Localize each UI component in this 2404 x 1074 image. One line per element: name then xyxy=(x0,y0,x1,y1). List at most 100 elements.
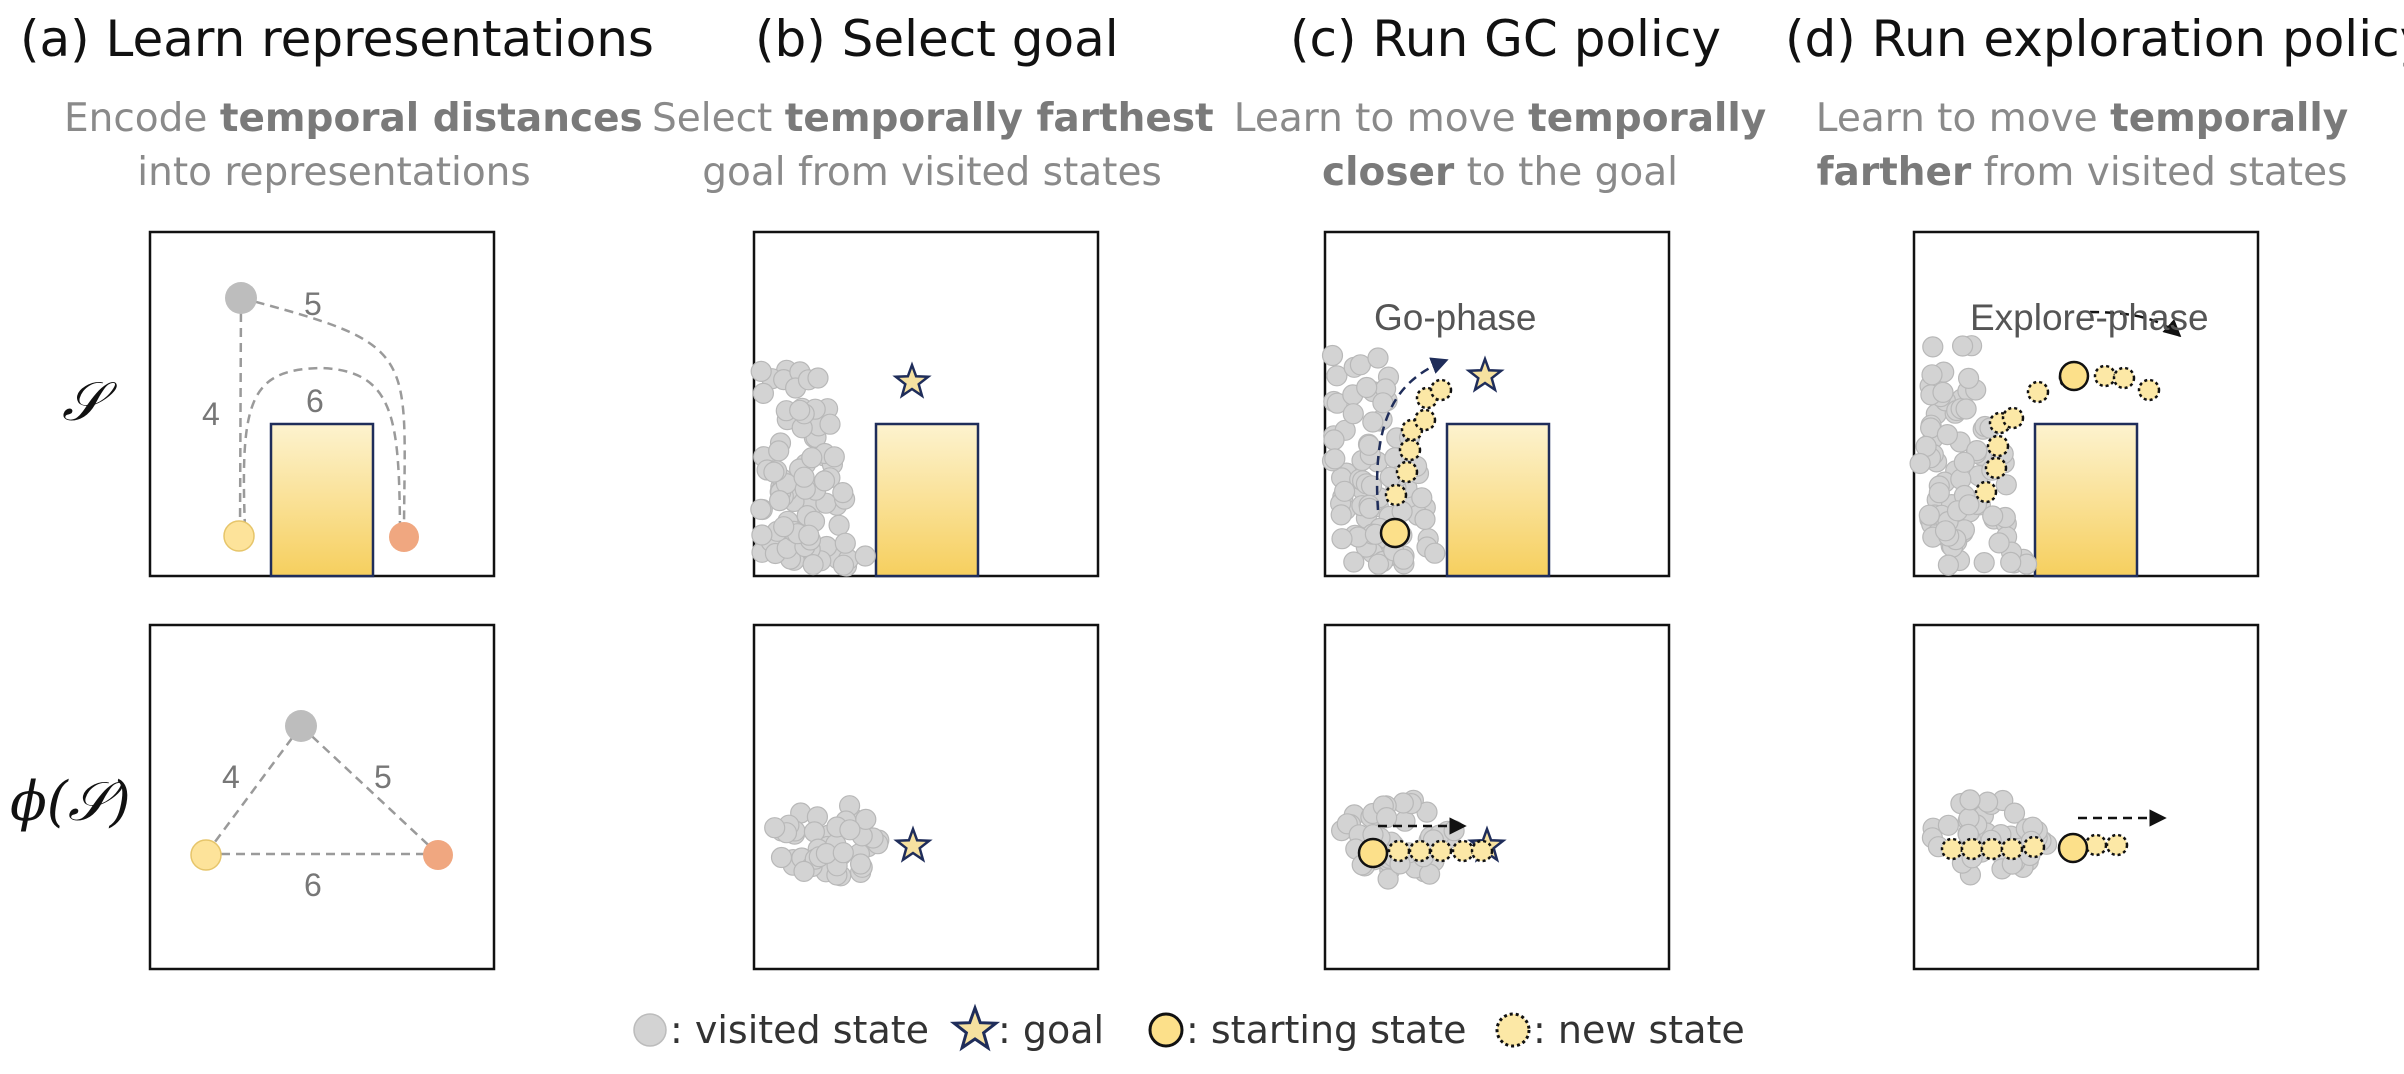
panel-c-subtitle: Learn to move temporally closer to the go… xyxy=(1233,96,1767,195)
legend-new-icon xyxy=(1495,1012,1531,1048)
visited-state xyxy=(752,382,775,404)
visited-state xyxy=(832,842,854,864)
panel-a-subtitle: Encode temporal distances into representa… xyxy=(64,96,643,195)
visited-state xyxy=(807,367,829,389)
visited-state xyxy=(1377,868,1399,890)
wall-b xyxy=(874,422,980,578)
visited-state xyxy=(1323,429,1345,451)
visited-state xyxy=(1333,480,1356,502)
visited-state xyxy=(750,498,772,520)
visited-state xyxy=(1411,487,1433,509)
wall-a xyxy=(269,422,375,578)
visited-state xyxy=(770,846,793,869)
visited-state xyxy=(1360,475,1383,497)
rep-yellow-a xyxy=(190,839,222,871)
visited-state xyxy=(1321,344,1344,367)
visited-state xyxy=(1922,336,1944,358)
visited-state xyxy=(1375,806,1398,829)
new-state xyxy=(2000,837,2024,861)
legend: : visited state : goal : starting state … xyxy=(633,1003,1745,1052)
state-gray-a xyxy=(225,282,257,314)
visited-state xyxy=(1424,542,1446,564)
visited-state xyxy=(854,545,876,567)
dist-label-bottom-6: 6 xyxy=(304,867,322,903)
new-state xyxy=(1974,480,1998,504)
visited-state xyxy=(1392,548,1415,570)
visited-state xyxy=(789,399,811,421)
legend-start-icon xyxy=(1148,1012,1184,1048)
goal-star-icon xyxy=(893,825,933,863)
visited-state xyxy=(1951,335,1974,357)
new-state xyxy=(1980,837,2004,861)
visited-state xyxy=(773,516,795,538)
visited-state xyxy=(1356,376,1378,399)
visited-state xyxy=(855,808,877,831)
panel-c-title: (c) Run GC policy xyxy=(1290,10,1721,68)
visited-state xyxy=(1936,424,1959,446)
visited-state xyxy=(2003,802,2026,824)
visited-state xyxy=(798,524,820,546)
visited-state xyxy=(793,860,815,883)
dist-label-top-6: 6 xyxy=(306,383,324,419)
visited-state xyxy=(1330,504,1352,526)
new-state xyxy=(1384,483,1408,507)
panel-b-subtitle: Select temporally farthest goal from visi… xyxy=(652,96,1214,195)
visited-state xyxy=(1324,448,1346,470)
visited-state xyxy=(1958,494,1980,516)
new-state xyxy=(2001,406,2025,430)
visited-state xyxy=(1937,554,1960,576)
go-phase-label: Go-phase xyxy=(1374,297,1537,338)
visited-state xyxy=(1443,820,1465,842)
new-state xyxy=(2105,833,2129,857)
new-state xyxy=(1398,438,1422,462)
explore-phase-label: Explore-phase xyxy=(1970,297,2209,338)
visited-state xyxy=(1932,381,1954,403)
new-state xyxy=(1395,460,1419,484)
visited-state xyxy=(751,524,773,546)
wall-c xyxy=(1445,422,1551,578)
legend-goal-label: : goal xyxy=(998,1008,1104,1052)
visited-state xyxy=(1957,367,1980,389)
visited-state xyxy=(803,821,826,843)
rep-gray-a xyxy=(285,710,317,742)
new-state xyxy=(1470,839,1494,863)
visited-state xyxy=(823,446,845,468)
visited-state xyxy=(1937,814,1960,836)
visited-state xyxy=(1918,504,1940,526)
visited-state xyxy=(768,490,791,512)
visited-state xyxy=(1995,474,2017,496)
starting-state xyxy=(2057,832,2089,864)
visited-state xyxy=(1367,553,1390,575)
visited-state xyxy=(1342,403,1364,425)
visited-state xyxy=(1349,354,1372,376)
visited-state xyxy=(1414,508,1436,531)
new-state xyxy=(1940,837,1964,861)
visited-state xyxy=(1394,810,1416,832)
distance-triangle xyxy=(204,725,439,856)
visited-state xyxy=(1358,434,1380,456)
new-state xyxy=(1408,839,1432,863)
visited-state xyxy=(1928,482,1950,504)
state-orange-a xyxy=(389,522,419,552)
visited-state xyxy=(834,532,856,554)
wall-d xyxy=(2033,422,2139,578)
visited-state xyxy=(1372,392,1394,414)
new-state xyxy=(1451,839,1475,863)
new-state xyxy=(2112,366,2136,390)
starting-state xyxy=(2058,360,2090,392)
panel-d-subtitle: Learn to move temporally farther from vis… xyxy=(1815,96,2349,195)
panel-a-bottom-frame xyxy=(148,623,496,971)
new-state xyxy=(1986,434,2010,458)
new-state xyxy=(2137,378,2161,402)
goal-star-icon xyxy=(1465,355,1505,393)
visited-state xyxy=(1988,532,2010,554)
visited-state xyxy=(819,413,841,435)
visited-state xyxy=(1343,551,1365,573)
visited-state xyxy=(849,853,872,875)
new-state xyxy=(2022,835,2046,859)
visited-state xyxy=(768,440,790,462)
panel-d-title: (d) Run exploration policy xyxy=(1785,10,2404,68)
visited-state xyxy=(763,461,785,483)
visited-state xyxy=(1953,451,1975,473)
